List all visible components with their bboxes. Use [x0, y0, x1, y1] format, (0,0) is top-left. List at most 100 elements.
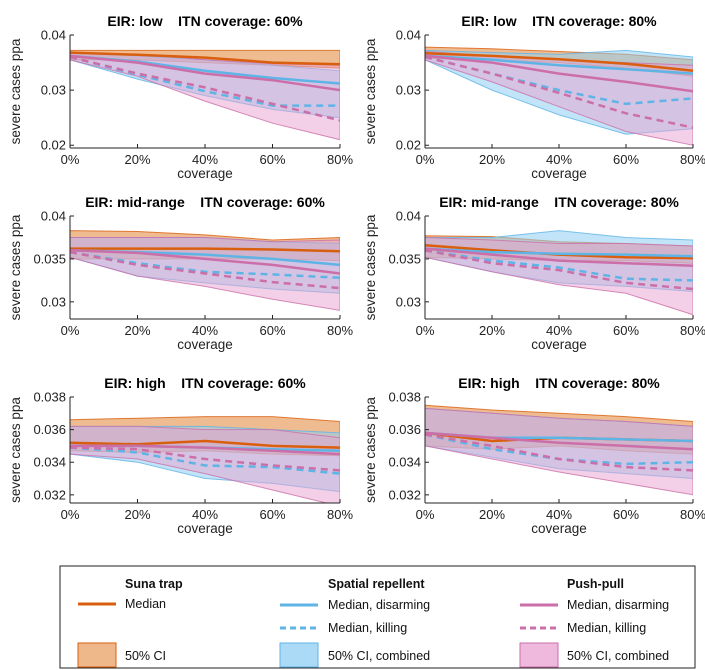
x-tick-label: 40%: [192, 507, 218, 522]
panel-title: EIR: mid-range ITN coverage: 80%: [439, 194, 679, 210]
x-tick-label: 60%: [613, 152, 639, 167]
x-axis-label: coverage: [177, 166, 233, 181]
y-tick-label: 0.036: [33, 422, 66, 437]
x-tick-label: 40%: [546, 507, 572, 522]
ci-band-push-pull-50-ci-combined: [70, 52, 340, 141]
y-tick-label: 0.035: [388, 251, 421, 266]
y-axis-label: severe cases ppa: [8, 397, 23, 503]
series-line-suna-trap-median: [425, 51, 693, 73]
series-line-push-pull-median-disarming: [70, 249, 340, 275]
x-tick-label: 60%: [259, 323, 285, 338]
y-tick-label: 0.038: [388, 390, 421, 405]
y-tick-label: 0.02: [396, 138, 421, 153]
legend: Suna trap Spatial repellent Push-pull Me…: [59, 565, 696, 669]
x-tick-label: 20%: [479, 507, 505, 522]
y-tick-label: 0.034: [388, 455, 421, 470]
x-tick-label: 80%: [680, 152, 705, 167]
y-tick-label: 0.02: [41, 138, 66, 153]
series-line-spatial-repellent-median-killing: [425, 55, 693, 106]
x-axis-label: coverage: [177, 521, 233, 536]
series-line-push-pull-median-killing: [425, 249, 693, 291]
x-tick-label: 60%: [259, 152, 285, 167]
panel-4: 0.03 0.035 0.04 0% 20% 40% 60% 80% EIR: mid-rang…: [363, 194, 705, 352]
series-line-spatial-repellent-median-disarming: [425, 247, 693, 258]
y-tick-label: 0.04: [41, 28, 66, 43]
series-line-spatial-repellent-median-disarming: [425, 54, 693, 75]
series-line-push-pull-median-killing: [70, 446, 340, 472]
series-line-push-pull-median-killing: [70, 55, 340, 122]
y-axis-label: severe cases ppa: [8, 214, 23, 320]
series-line-push-pull-median-killing: [70, 250, 340, 290]
y-tick-label: 0.032: [388, 487, 421, 502]
x-tick-label: 40%: [192, 152, 218, 167]
y-axis-label: severe cases ppa: [363, 38, 378, 144]
y-tick-label: 0.034: [33, 455, 66, 470]
panel-title: EIR: high ITN coverage: 60%: [104, 375, 306, 391]
y-axis-label: severe cases ppa: [363, 397, 378, 503]
series-line-push-pull-median-killing: [425, 433, 693, 472]
legend-label-pushpull-killing: Median, killing: [567, 621, 646, 635]
x-tick-label: 40%: [192, 323, 218, 338]
series-line-spatial-repellent-median-killing: [70, 446, 340, 475]
x-tick-label: 0%: [416, 152, 435, 167]
x-axis-label: coverage: [531, 521, 587, 536]
y-tick-label: 0.04: [41, 209, 66, 224]
panel-6: 0.032 0.034 0.036 0.038 0% 20% 40% 60% 80% EIR: h…: [363, 375, 705, 536]
legend-label-suna-median: Median: [125, 597, 166, 611]
legend-label-suna-ci: 50% CI: [125, 649, 166, 663]
x-tick-label: 20%: [479, 152, 505, 167]
x-tick-label: 80%: [327, 507, 353, 522]
x-tick-label: 20%: [124, 323, 150, 338]
x-tick-label: 0%: [416, 323, 435, 338]
legend-box: [59, 565, 696, 669]
legend-header-spatial: Spatial repellent: [328, 577, 425, 591]
legend-header-suna: Suna trap: [125, 577, 183, 591]
y-tick-label: 0.03: [396, 294, 421, 309]
x-tick-label: 40%: [546, 152, 572, 167]
legend-label-pushpull-disarming: Median, disarming: [567, 598, 669, 612]
x-tick-label: 0%: [61, 323, 80, 338]
panel-3: 0.03 0.035 0.04 0% 20% 40% 60% 80% EIR: mid-rang…: [8, 194, 353, 352]
legend-label-spatial-ci: 50% CI, combined: [328, 649, 430, 663]
x-tick-label: 40%: [546, 323, 572, 338]
y-tick-label: 0.038: [33, 390, 66, 405]
series-line-push-pull-median-disarming: [425, 54, 693, 93]
series-line-suna-trap-median: [70, 51, 340, 66]
y-axis-label: severe cases ppa: [363, 214, 378, 320]
series-line-push-pull-median-disarming: [70, 444, 340, 456]
series-line-push-pull-median-disarming: [425, 431, 693, 451]
legend-label-pushpull-ci: 50% CI, combined: [567, 649, 669, 663]
panel-title: EIR: mid-range ITN coverage: 60%: [85, 194, 325, 210]
x-tick-label: 0%: [61, 152, 80, 167]
x-tick-label: 20%: [479, 323, 505, 338]
x-tick-label: 20%: [124, 507, 150, 522]
y-tick-label: 0.032: [33, 487, 66, 502]
x-tick-label: 80%: [680, 507, 705, 522]
panel-title: EIR: low ITN coverage: 80%: [461, 13, 657, 29]
y-tick-label: 0.03: [41, 83, 66, 98]
y-tick-label: 0.04: [396, 209, 421, 224]
panel-5: 0.032 0.034 0.036 0.038 0% 20% 40% 60% 80% EIR: h…: [8, 375, 353, 536]
series-line-push-pull-median-disarming: [70, 54, 340, 92]
x-tick-label: 20%: [124, 152, 150, 167]
x-tick-label: 0%: [61, 507, 80, 522]
series-line-suna-trap-median: [70, 439, 340, 449]
x-axis-label: coverage: [531, 337, 587, 352]
legend-header-pushpull: Push-pull: [567, 577, 624, 591]
x-axis-label: coverage: [531, 166, 587, 181]
legend-label-spatial-disarming: Median, disarming: [328, 598, 430, 612]
x-tick-label: 60%: [613, 323, 639, 338]
x-tick-label: 60%: [259, 507, 285, 522]
panel-2: 0.02 0.03 0.04 0% 20% 40% 60% 80% EIR: low ITN c…: [363, 13, 705, 181]
legend-swatch-suna-ci: [77, 642, 117, 668]
y-axis-label: severe cases ppa: [8, 38, 23, 144]
legend-swatch-spatial-ci: [279, 642, 319, 668]
panel-title: EIR: low ITN coverage: 60%: [107, 13, 303, 29]
series-line-push-pull-median-disarming: [425, 247, 693, 268]
x-tick-label: 60%: [613, 507, 639, 522]
x-axis-label: coverage: [177, 337, 233, 352]
panels-group: 0.02 0.03 0.04 0% 20% 40% 60% 80% EIR: low ITN c…: [8, 13, 705, 536]
ci-band-push-pull-50-ci-combined: [425, 407, 693, 496]
y-tick-label: 0.04: [396, 28, 421, 43]
